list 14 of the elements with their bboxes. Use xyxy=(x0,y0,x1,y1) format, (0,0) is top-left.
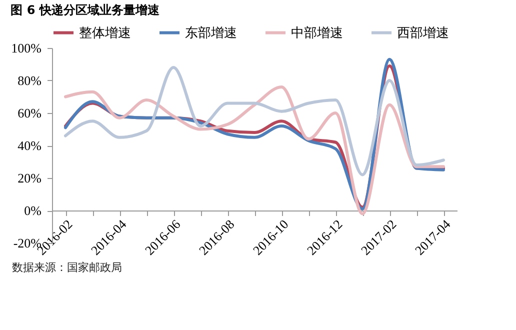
legend-label: 整体增速 xyxy=(79,26,131,41)
legend-label: 西部增速 xyxy=(397,26,449,41)
y-tick-label: 80% xyxy=(18,73,42,88)
y-tick-label: 100% xyxy=(11,40,42,56)
y-tick-label: 20% xyxy=(18,170,42,186)
legend-label: 中部增速 xyxy=(291,26,343,41)
y-tick-label: 40% xyxy=(18,138,42,153)
y-tick-label: 60% xyxy=(18,106,42,120)
line-series xyxy=(64,86,445,216)
chart-title: 图 6 快递分区域业务量增速 xyxy=(10,3,160,17)
y-tick-label: 0% xyxy=(24,203,42,218)
source-note: 数据来源：国家邮政局 xyxy=(12,260,123,275)
line-series xyxy=(64,66,445,176)
legend-label: 东部增速 xyxy=(185,26,237,41)
